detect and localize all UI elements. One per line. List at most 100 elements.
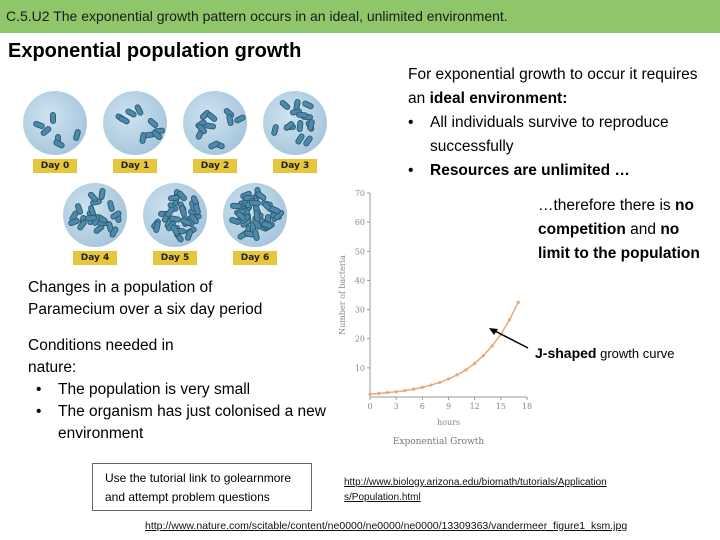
data-point (464, 368, 468, 372)
therefore-bold-limit: no limit to the population (538, 221, 700, 262)
condition-item: • The organism has just colonised a new … (28, 401, 328, 445)
x-tick-label: 6 (420, 402, 425, 411)
paramecium-cell (138, 132, 147, 145)
dish-day-label: Day 5 (153, 251, 197, 265)
paramecium-cell (117, 114, 131, 126)
paramecium-cell (296, 119, 304, 132)
growth-series-line (369, 301, 519, 395)
data-point (481, 354, 485, 358)
dish-day-label: Day 3 (273, 159, 317, 173)
requirement-item: • Resources are unlimited … (408, 159, 708, 183)
paramecium-cell (153, 220, 162, 234)
paramecium-cell (205, 110, 219, 123)
therefore-mid: and (630, 221, 657, 238)
therefore-text: …therefore there is no competition and n… (538, 194, 703, 266)
data-point (507, 318, 512, 322)
paramecium-cell (252, 228, 261, 242)
paramecium-cell (72, 128, 82, 142)
paramecium-cell (295, 111, 309, 119)
tutorial-text: Use the tutorial link to golearnmore and… (105, 471, 292, 504)
requirement-text: All individuals survive to reproduce suc… (430, 114, 669, 155)
petri-dish (143, 183, 207, 247)
y-tick-label: 40 (355, 276, 365, 285)
paramecium-cell (98, 187, 107, 201)
paramecium-cell (146, 116, 160, 129)
bullet-icon: • (36, 403, 42, 420)
data-point (438, 380, 442, 385)
y-tick-label: 20 (355, 335, 365, 344)
requirement-text: Resources are unlimited … (430, 162, 630, 179)
data-point (394, 390, 398, 394)
petri-dish (23, 91, 87, 155)
title-banner (0, 0, 720, 33)
x-axis-label: hours (437, 418, 460, 427)
j-curve-label: J-shaped growth curve (535, 345, 675, 361)
data-point (429, 383, 433, 387)
dish-day-label: Day 6 (233, 251, 277, 265)
paramecium-cell (248, 199, 262, 207)
condition-text: The organism has just colonised a new en… (58, 403, 326, 442)
data-point (368, 392, 372, 396)
paramecium-cell (278, 98, 292, 112)
x-tick-label: 12 (470, 402, 480, 411)
y-axis-label: Number of bacteria (338, 255, 347, 335)
j-curve-bold: J-shaped (535, 345, 597, 361)
dish-day-label: Day 1 (113, 159, 157, 173)
x-tick-label: 0 (367, 402, 372, 411)
population-tutorial-link[interactable]: http://www.biology.arizona.edu/biomath/t… (344, 477, 607, 503)
x-tick-label: 3 (394, 402, 399, 411)
arrow-head-icon (489, 328, 498, 335)
dish-day-label: Day 4 (73, 251, 117, 265)
paramecium-cell (50, 112, 57, 125)
data-point (385, 391, 390, 395)
data-point (473, 361, 477, 366)
bullet-icon: • (36, 381, 42, 398)
data-point (420, 385, 424, 389)
requirements-intro: For exponential growth to occur it requi… (408, 63, 708, 111)
conditions-heading: Conditions needed in nature: (28, 337, 174, 376)
y-tick-label: 60 (355, 218, 365, 227)
banner-text: C.5.U2 The exponential growth pattern oc… (6, 8, 508, 24)
y-tick-label: 30 (355, 306, 365, 315)
petri-dish-image: Day 0 Day 1 Day 2 Day 3 Day 4 Day 5 Day 6 (18, 85, 338, 268)
data-point (490, 344, 494, 348)
arrow-line (492, 329, 529, 349)
therefore-prefix: …therefore there is (538, 197, 671, 214)
data-point (377, 391, 381, 396)
j-curve-rest: growth curve (600, 346, 675, 361)
bullet-icon: • (408, 114, 414, 131)
changes-caption: Changes in a population of Paramecium ov… (28, 279, 263, 318)
data-point (446, 377, 451, 381)
y-tick-label: 50 (355, 247, 365, 256)
conditions-block: Conditions needed in nature: • The popul… (28, 335, 328, 445)
petri-dish (63, 183, 127, 247)
x-tick-label: 15 (496, 402, 506, 411)
petri-dish (223, 183, 287, 247)
x-tick-label: 9 (446, 402, 451, 411)
petri-dish (263, 91, 327, 155)
paramecium-cell (232, 114, 247, 125)
paramecium-cell (300, 99, 315, 111)
data-point (412, 387, 416, 391)
dish-day-label: Day 2 (193, 159, 237, 173)
bullet-icon: • (408, 162, 414, 179)
page-title: Exponential population growth (8, 40, 302, 62)
data-point (455, 373, 459, 377)
paramecium-cell (52, 138, 66, 150)
dish-day-label: Day 0 (33, 159, 77, 173)
growth-chart: 10 20 30 40 50 60 70 0 3 6 9 12 15 18 Number of bacter… (338, 189, 532, 447)
tutorial-note: Use the tutorial link to golearnmore and… (92, 463, 312, 511)
petri-dish (183, 91, 247, 155)
requirement-item: • All individuals survive to reproduce s… (408, 111, 708, 159)
y-tick-label: 70 (355, 189, 365, 198)
petri-dish (103, 91, 167, 155)
y-tick-label: 10 (355, 364, 365, 373)
requirements-block: For exponential growth to occur it requi… (408, 63, 708, 183)
condition-text: The population is very small (58, 381, 251, 398)
image-source-link[interactable]: http://www.nature.com/scitable/content/n… (145, 520, 628, 532)
chart-caption: Exponential Growth (393, 437, 485, 447)
requirements-intro-text: For exponential growth to occur it requi… (408, 66, 698, 107)
therefore-bold-competition: no competition (538, 197, 694, 238)
condition-item: • The population is very small (28, 379, 328, 401)
x-tick-label: 18 (522, 402, 532, 411)
